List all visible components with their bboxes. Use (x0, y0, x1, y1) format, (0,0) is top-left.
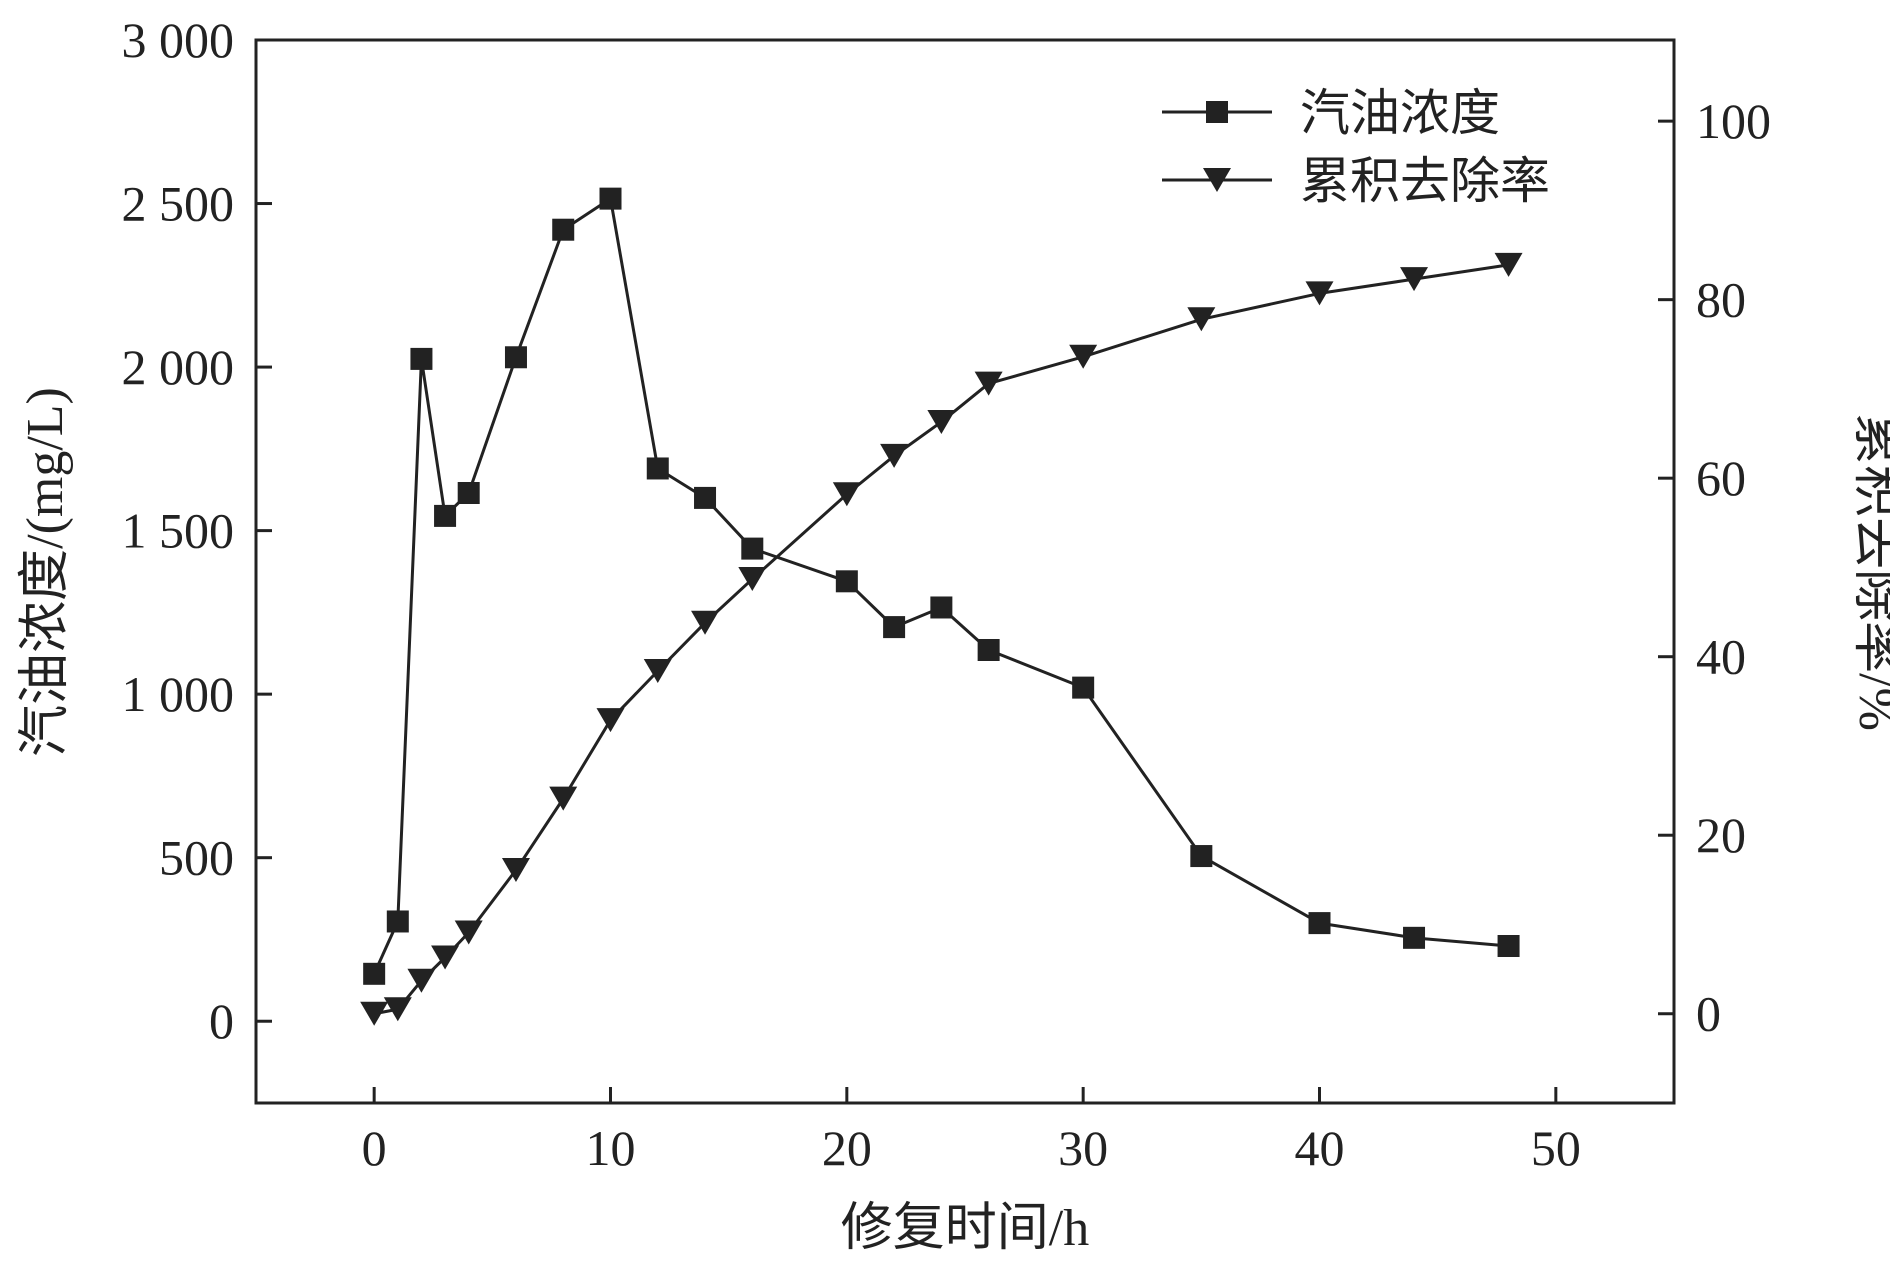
data-point-removal-rate (1400, 267, 1429, 292)
x-tick-label: 20 (822, 1120, 872, 1176)
y-right-tick-label: 60 (1696, 450, 1746, 506)
data-point-removal-rate (431, 945, 460, 970)
data-point-removal-rate (643, 658, 672, 683)
y-left-tick-label: 0 (209, 993, 234, 1049)
y-right-tick-label: 20 (1696, 807, 1746, 863)
data-point-removal-rate (974, 371, 1003, 396)
legend-label-removal-rate: 累积去除率 (1300, 153, 1550, 209)
y-left-tick-label: 3 000 (122, 12, 235, 68)
y-axis-right-title: 累积去除率/% (1848, 413, 1890, 731)
data-point-removal-rate (383, 997, 412, 1022)
plot-frame (254, 38, 1676, 1105)
data-point-removal-rate (738, 567, 767, 592)
data-point-concentration (410, 347, 433, 370)
data-point-removal-rate (596, 708, 625, 733)
x-axis-title: 修复时间/h (841, 1200, 1089, 1257)
data-point-concentration (457, 482, 480, 505)
y-right-tick-label: 40 (1696, 629, 1746, 685)
x-tick-label: 30 (1058, 1120, 1108, 1176)
data-point-removal-rate (880, 443, 909, 468)
data-point-concentration (646, 457, 669, 480)
x-tick-label: 50 (1531, 1120, 1581, 1176)
data-point-concentration (977, 638, 1000, 661)
data-point-concentration (883, 616, 906, 639)
data-point-concentration (741, 537, 764, 560)
data-point-removal-rate (1069, 344, 1098, 369)
data-point-removal-rate (407, 968, 436, 993)
x-tick-label: 40 (1295, 1120, 1345, 1176)
series-line-removal-rate (373, 263, 1509, 1016)
data-point-removal-rate (927, 409, 956, 434)
series-line-concentration (372, 197, 1509, 975)
x-tick-label: 10 (586, 1120, 636, 1176)
data-point-removal-rate (549, 786, 578, 811)
series-group (360, 187, 1523, 1026)
data-point-concentration (835, 570, 858, 593)
y-right-tick-label: 100 (1696, 93, 1771, 149)
data-point-removal-rate (360, 1001, 389, 1026)
data-point-concentration (552, 218, 575, 241)
data-point-concentration (1403, 926, 1426, 949)
y-left-tick-label: 2 500 (122, 176, 235, 232)
data-point-concentration (363, 962, 386, 985)
data-point-removal-rate (501, 858, 530, 883)
data-point-concentration (1072, 676, 1095, 699)
data-point-concentration (930, 596, 953, 619)
data-point-concentration (504, 346, 527, 369)
data-point-concentration (434, 504, 457, 527)
y-right-tick-label: 0 (1696, 986, 1721, 1042)
data-point-removal-rate (1305, 281, 1334, 306)
legend-marker-concentration (1206, 101, 1228, 123)
data-point-removal-rate (691, 610, 720, 635)
y-axis-left-title: 汽油浓度/(mg/L) (17, 387, 74, 757)
data-point-removal-rate (832, 482, 861, 507)
legend-label-concentration: 汽油浓度 (1300, 85, 1500, 141)
x-tick-label: 0 (362, 1120, 387, 1176)
y-right-tick-label: 80 (1696, 272, 1746, 328)
data-point-concentration (599, 187, 622, 210)
y-left-tick-label: 1 000 (122, 666, 235, 722)
data-point-removal-rate (1187, 307, 1216, 332)
y-left-tick-label: 1 500 (122, 503, 235, 559)
y-left-tick-label: 2 000 (122, 339, 235, 395)
data-point-concentration (386, 910, 409, 933)
data-point-concentration (1308, 912, 1331, 935)
data-point-concentration (1497, 935, 1520, 958)
data-point-removal-rate (454, 920, 483, 945)
data-point-removal-rate (1494, 252, 1523, 277)
legend-marker-removal-rate (1203, 168, 1231, 192)
y-left-tick-label: 500 (159, 830, 234, 886)
data-point-concentration (694, 486, 717, 509)
data-point-concentration (1190, 845, 1213, 868)
